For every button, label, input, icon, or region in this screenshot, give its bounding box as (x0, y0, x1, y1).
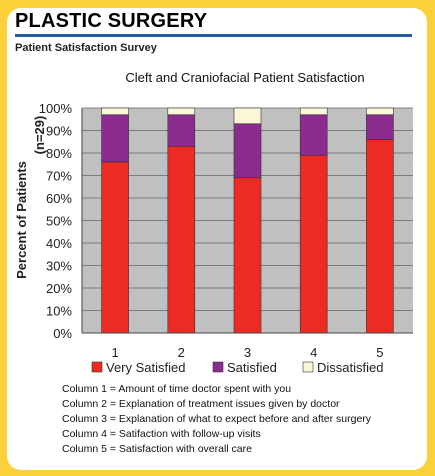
bar-segment-satisfied-4 (299, 114, 328, 156)
y-tick-label: 50% (46, 214, 72, 229)
note-column-5: Column 5 = Satisfaction with overall car… (62, 443, 252, 455)
x-tick-label: 4 (310, 345, 317, 360)
note-column-4: Column 4 = Satifaction with follow-up vi… (62, 428, 261, 440)
x-tick-label: 1 (111, 345, 118, 360)
y-tick-label: 40% (46, 236, 72, 251)
x-tick-label: 2 (178, 345, 185, 360)
bar-segment-very-satisfied-3 (233, 177, 262, 334)
chart-title: Cleft and Craniofacial Patient Satisfact… (125, 70, 364, 85)
note-column-2: Column 2 = Explanation of treatment issu… (62, 398, 340, 410)
y-tick-label: 0% (53, 326, 72, 341)
bar-segment-satisfied-5 (366, 114, 394, 140)
page-subtitle: Patient Satisfaction Survey (15, 42, 157, 54)
y-tick-label: 30% (46, 259, 72, 274)
legend-label-dissatisfied: Dissatisfied (317, 360, 383, 375)
bar-segment-satisfied-3 (233, 123, 262, 179)
y-tick-label: 100% (39, 101, 73, 116)
bar-segment-dissatisfied-1 (101, 107, 129, 116)
page-title: PLASTIC SURGERY (15, 10, 208, 32)
bar-segment-very-satisfied-5 (366, 139, 394, 334)
bar-segment-satisfied-2 (167, 114, 196, 147)
title-rule (15, 34, 412, 37)
bar-segment-very-satisfied-4 (299, 154, 328, 334)
x-tick-label: 5 (376, 345, 383, 360)
bar-segment-satisfied-1 (101, 114, 129, 163)
y-axis-label: Percent of Patients (14, 161, 29, 279)
legend-swatch-very-satisfied (91, 361, 103, 373)
legend-swatch-dissatisfied (302, 361, 314, 373)
note-column-3: Column 3 = Explanation of what to expect… (62, 413, 372, 425)
legend-swatch-satisfied (212, 361, 224, 373)
bar-segment-dissatisfied-5 (366, 107, 394, 116)
note-column-1: Column 1 = Amount of time doctor spent w… (62, 383, 292, 395)
y-tick-label: 60% (46, 191, 72, 206)
y-tick-label: 70% (46, 169, 72, 184)
bar-segment-dissatisfied-4 (299, 107, 328, 116)
column-notes: Column 1 = Amount of time doctor spent w… (62, 382, 371, 457)
x-tick-label: 3 (244, 345, 251, 360)
bar-segment-very-satisfied-2 (167, 145, 196, 334)
legend-label-very-satisfied: Very Satisfied (106, 360, 186, 375)
y-tick-label: 80% (46, 146, 72, 161)
bar-segment-dissatisfied-2 (167, 107, 196, 116)
stacked-bar-chart: Cleft and Craniofacial Patient Satisfact… (14, 70, 413, 375)
legend-label-satisfied: Satisfied (227, 360, 277, 375)
y-axis-note: (n=29) (32, 116, 47, 155)
y-tick-label: 10% (46, 304, 72, 319)
y-tick-label: 90% (46, 124, 72, 139)
bar-segment-dissatisfied-3 (233, 107, 262, 125)
y-tick-label: 20% (46, 281, 72, 296)
bar-segment-very-satisfied-1 (101, 161, 129, 334)
